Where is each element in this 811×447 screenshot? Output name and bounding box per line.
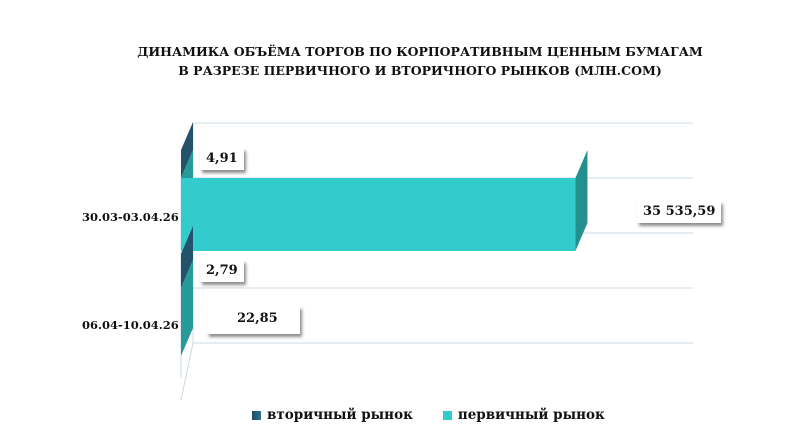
bar-secondary-2-side	[181, 226, 193, 288]
chart-title: ДИНАМИКА ОБЪЁМА ТОРГОВ ПО КОРПОРАТИВНЫМ …	[120, 42, 720, 80]
bar-primary-1	[181, 178, 576, 251]
legend: вторичный рынок первичный рынок	[252, 405, 635, 425]
data-label-primary-1: 35 535,59	[637, 201, 722, 223]
legend-label-secondary: вторичный рынок	[267, 407, 413, 423]
data-label-primary-2: 22,85	[207, 306, 300, 334]
data-label-secondary-2: 2,79	[200, 260, 244, 282]
chart-title-line-2: В РАЗРЕЗЕ ПЕРВИЧНОГО И ВТОРИЧНОГО РЫНКОВ…	[178, 63, 662, 78]
bar-secondary-1-side	[181, 122, 193, 178]
data-label-secondary-1: 4,91	[200, 148, 244, 170]
legend-label-primary: первичный рынок	[457, 407, 605, 423]
category-label-1: 30.03-03.04.26	[82, 210, 179, 224]
bar-primary-1-end	[575, 150, 588, 251]
legend-swatch-secondary	[252, 410, 261, 420]
bar-primary-2-side	[181, 260, 193, 356]
legend-item-primary: первичный рынок	[442, 407, 605, 423]
category-label-2: 06.04-10.04.26	[82, 318, 179, 332]
legend-item-secondary: вторичный рынок	[252, 407, 413, 423]
legend-swatch-primary	[442, 410, 452, 420]
chart-title-line-1: ДИНАМИКА ОБЪЁМА ТОРГОВ ПО КОРПОРАТИВНЫМ …	[137, 44, 703, 59]
gridline-side-5	[180, 342, 194, 401]
